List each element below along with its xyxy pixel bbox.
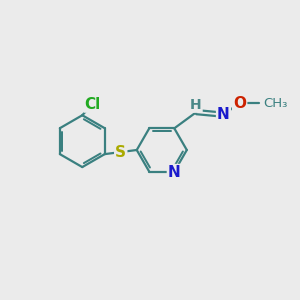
Text: H: H xyxy=(190,98,202,112)
Text: O: O xyxy=(233,96,246,111)
Text: CH₃: CH₃ xyxy=(263,97,288,110)
Text: Cl: Cl xyxy=(85,97,101,112)
Text: N: N xyxy=(217,107,230,122)
Text: S: S xyxy=(115,145,126,160)
Text: N: N xyxy=(168,165,181,180)
